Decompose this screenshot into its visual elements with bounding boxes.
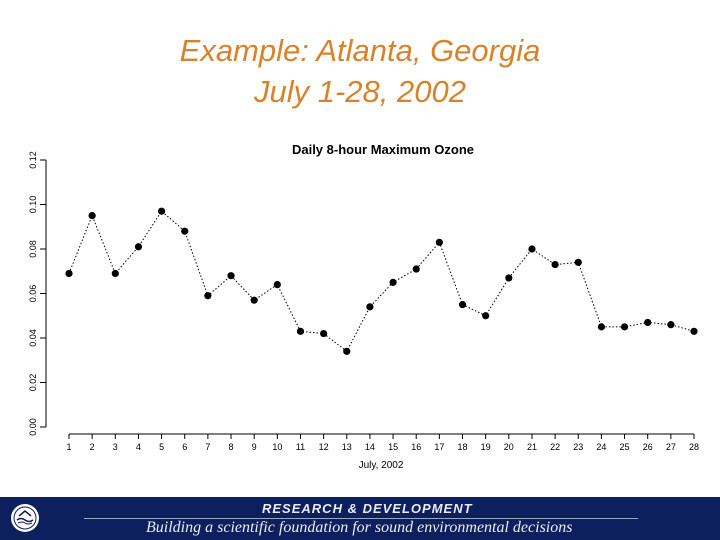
- data-point: [204, 292, 212, 300]
- x-tick-label: 4: [136, 442, 141, 452]
- data-point: [65, 269, 73, 278]
- y-tick-label: 0.06: [28, 285, 38, 303]
- y-tick-label: 0.00: [28, 418, 38, 436]
- x-tick-label: 27: [666, 442, 676, 452]
- data-point: [296, 327, 305, 335]
- data-point: [227, 272, 235, 280]
- data-point: [458, 301, 467, 309]
- y-tick-label: 0.08: [28, 240, 38, 258]
- x-tick-label: 24: [596, 442, 606, 452]
- data-point: [389, 278, 397, 286]
- data-point: [181, 227, 189, 235]
- slide-title: Example: Atlanta, Georgia July 1-28, 200…: [0, 30, 720, 112]
- ozone-chart: Daily 8-hour Maximum Ozone 0.00 0.02 0.04 0.…: [28, 142, 699, 471]
- data-point: [435, 238, 443, 246]
- data-point: [273, 281, 281, 289]
- footer-banner: RESEARCH & DEVELOPMENT Building a scient…: [0, 497, 720, 540]
- series-line: [68, 210, 695, 353]
- data-point: [343, 347, 351, 355]
- data-point: [528, 245, 536, 253]
- x-axis-label: July, 2002: [359, 460, 404, 471]
- y-tick-label: 0.12: [28, 151, 38, 169]
- data-point: [667, 321, 675, 329]
- x-tick-label: 10: [272, 442, 282, 452]
- data-point: [88, 212, 96, 220]
- x-tick-label: 28: [689, 442, 699, 452]
- data-point: [412, 265, 420, 273]
- data-point: [574, 258, 582, 266]
- data-point: [134, 243, 143, 251]
- x-tick-label: 8: [229, 442, 234, 452]
- slide-title-line-2: July 1-28, 2002: [254, 74, 466, 109]
- data-point: [366, 303, 374, 311]
- data-point: [250, 296, 258, 304]
- epa-seal-icon: [11, 504, 39, 532]
- data-point: [505, 274, 513, 282]
- data-point: [482, 312, 490, 320]
- x-tick-label: 2: [90, 442, 95, 452]
- x-tick-label: 6: [182, 442, 187, 452]
- x-tick-label: 1: [66, 442, 71, 452]
- x-tick-label: 16: [411, 442, 421, 452]
- x-tick-label: 15: [388, 442, 398, 452]
- chart-title: Daily 8-hour Maximum Ozone: [292, 142, 474, 157]
- x-tick-label: 17: [434, 442, 444, 452]
- x-tick-label: 20: [504, 442, 514, 452]
- y-tick-label: 0.02: [28, 374, 38, 392]
- x-tick-label: 19: [481, 442, 491, 452]
- data-point: [620, 323, 629, 331]
- x-tick-label: 23: [573, 442, 583, 452]
- data-point: [597, 323, 606, 331]
- data-point: [320, 329, 328, 338]
- x-tick-label: 11: [296, 442, 305, 452]
- x-tick-label: 26: [643, 442, 653, 452]
- data-point: [157, 207, 166, 215]
- x-tick-label: 5: [159, 442, 164, 452]
- x-tick-label: 22: [550, 442, 560, 452]
- x-tick-label: 14: [365, 442, 375, 452]
- data-point: [111, 269, 119, 278]
- x-tick-label: 25: [620, 442, 630, 452]
- footer-tagline: Building a scientific foundation for sou…: [146, 519, 573, 536]
- slide-title-line-1: Example: Atlanta, Georgia: [179, 33, 541, 68]
- x-tick-label: 18: [458, 442, 468, 452]
- x-tick-label: 21: [527, 442, 537, 452]
- x-tick-label: 13: [342, 442, 352, 452]
- footer-title: RESEARCH & DEVELOPMENT: [262, 501, 473, 516]
- footer-divider: [84, 518, 638, 519]
- x-tick-label: 3: [113, 442, 118, 452]
- x-tick-label: 7: [205, 442, 210, 452]
- x-tick-label: 9: [252, 442, 257, 452]
- x-tick-label: 12: [319, 442, 329, 452]
- y-tick-label: 0.04: [28, 329, 38, 347]
- data-point: [690, 327, 698, 335]
- data-point: [644, 318, 652, 327]
- data-point: [551, 260, 559, 269]
- y-tick-label: 0.10: [28, 196, 38, 214]
